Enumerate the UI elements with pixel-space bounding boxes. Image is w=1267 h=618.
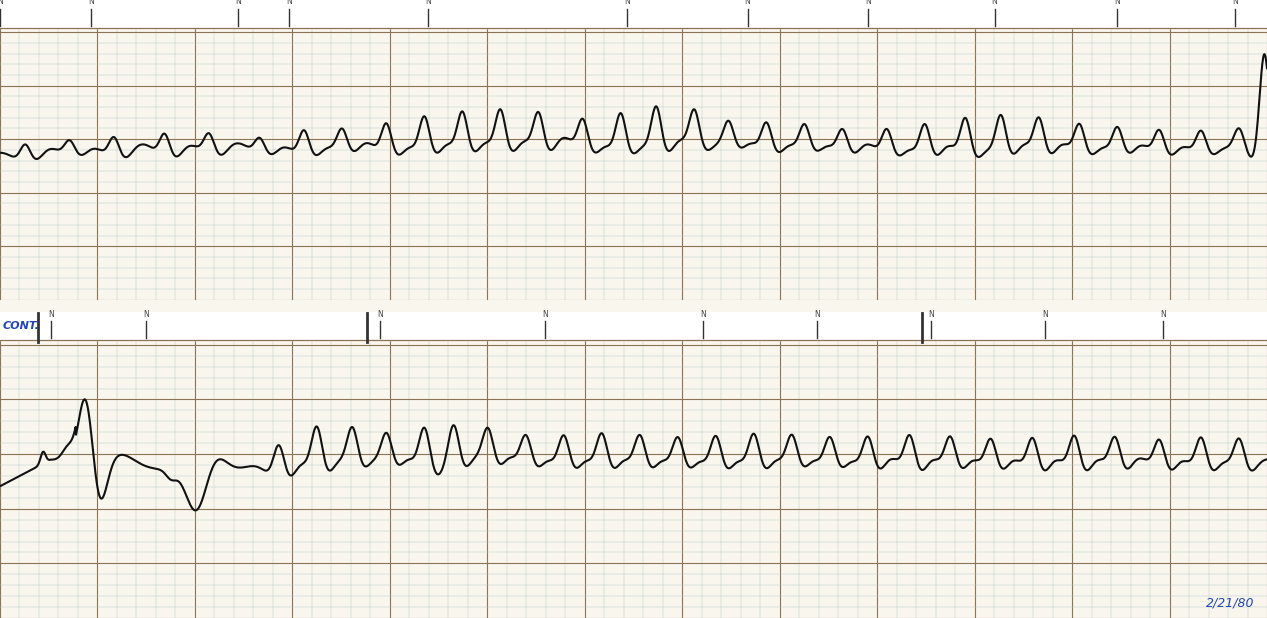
Text: N: N <box>865 0 870 6</box>
Text: CONT.: CONT. <box>3 321 39 331</box>
Text: N: N <box>929 310 934 319</box>
Text: N: N <box>0 0 3 6</box>
Text: N: N <box>1043 310 1048 319</box>
Text: N: N <box>542 310 547 319</box>
Bar <box>0 312 1267 341</box>
Text: N: N <box>143 310 148 319</box>
Text: N: N <box>426 0 431 6</box>
Text: N: N <box>1161 310 1166 319</box>
Text: N: N <box>745 0 750 6</box>
Text: 2/21/80: 2/21/80 <box>1206 596 1254 609</box>
Text: N: N <box>236 0 241 6</box>
Bar <box>0 0 1267 28</box>
Text: N: N <box>1233 0 1238 6</box>
Text: N: N <box>378 310 383 319</box>
Text: N: N <box>89 0 94 6</box>
Text: N: N <box>1115 0 1120 6</box>
Text: N: N <box>701 310 706 319</box>
Text: N: N <box>286 0 291 6</box>
Text: N: N <box>815 310 820 319</box>
Text: N: N <box>992 0 997 6</box>
Text: N: N <box>48 310 53 319</box>
Text: N: N <box>625 0 630 6</box>
